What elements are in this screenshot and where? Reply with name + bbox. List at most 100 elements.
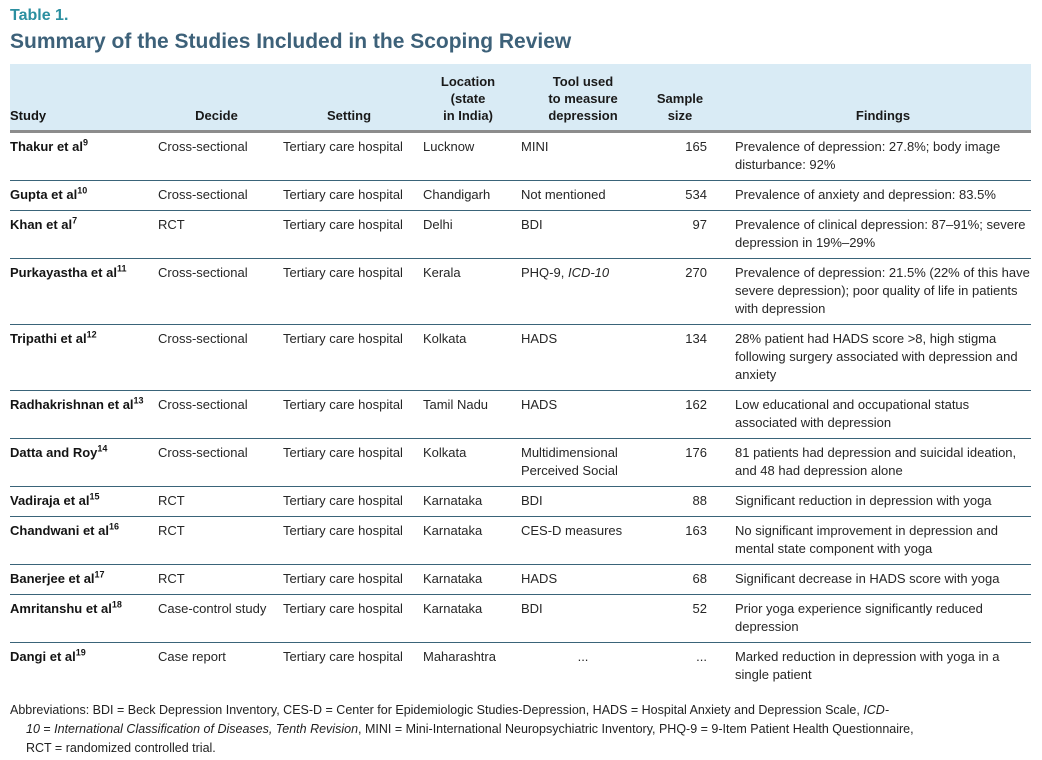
cell-location: Karnataka [423,601,483,616]
column-header-setting: Setting [326,108,372,123]
table-row: Thakur et al9 Cross-sectional Tertiary car… [10,133,1031,180]
cell-findings: Prevalence of anxiety and depression: 83… [735,187,996,202]
cell-decide: Cross-sectional [158,445,248,460]
cell-decide: RCT [158,493,185,508]
cell-tool: BDI [521,493,543,508]
cell-tool: HADS [521,397,558,412]
cell-study: Khan et al7 [10,215,78,232]
cell-location: Karnataka [423,493,483,508]
cell-tool: BDI [521,601,543,616]
cell-decide: Cross-sectional [158,187,248,202]
cell-sample: 270 [685,265,707,280]
cell-findings: Marked reduction in depression with yoga… [735,649,1000,682]
table-row: Amritanshu et al18 Case-control study Tert… [10,594,1031,642]
cell-findings: Low educational and occupational status … [735,397,970,430]
table-header-row: Study Decide Setting Location (state in India… [10,64,1031,133]
table-row: Khan et al7 RCT Tertiary care hospital Delh… [10,210,1031,258]
cell-study: Datta and Roy14 [10,443,108,460]
cell-study: Purkayastha et al11 [10,263,127,280]
cell-setting: Tertiary care hospital [283,571,403,586]
table-row: Chandwani et al16 RCT Tertiary care hospit… [10,516,1031,564]
cell-tool: HADS [521,331,558,346]
cell-decide: RCT [158,571,185,586]
cell-setting: Tertiary care hospital [283,445,403,460]
table-title: Summary of the Studies Included in the S… [10,30,572,53]
table-row: Vadiraja et al15 RCT Tertiary care hospita… [10,486,1031,516]
footnote-line: RCT = randomized controlled trial. [26,741,216,755]
table-row: Gupta et al10 Cross-sectional Tertiary car… [10,180,1031,210]
studies-summary-table: Study Decide Setting Location (state in India… [10,64,1031,690]
cell-findings: Prevalence of clinical depression: 87–91… [735,217,1026,250]
cell-tool: MINI [521,139,549,154]
footnote-line: 10 = International Classification of Dis… [26,722,914,736]
column-header-location: Location (state in India) [440,74,496,123]
column-header-study: Study [10,108,47,123]
column-header-findings: Findings [855,108,911,123]
cell-setting: Tertiary care hospital [283,397,403,412]
cell-setting: Tertiary care hospital [283,139,403,154]
cell-location: Kerala [423,265,461,280]
table-row: Banerjee et al17 RCT Tertiary care hospita… [10,564,1031,594]
column-header-decide: Decide [195,108,238,123]
cell-findings: No significant improvement in depression… [735,523,999,556]
table-body: Thakur et al9 Cross-sectional Tertiary car… [10,133,1031,690]
cell-findings: Prevalence of depression: 27.8%; body im… [735,139,1001,172]
cell-decide: Cross-sectional [158,397,248,412]
cell-sample: 163 [685,523,707,538]
table-row: Dangi et al19 Case report Tertiary care ho… [10,642,1031,690]
cell-location: Lucknow [423,139,475,154]
cell-location: Chandigarh [423,187,491,202]
cell-setting: Tertiary care hospital [283,265,403,280]
cell-tool: HADS [521,571,558,586]
cell-findings: 28% patient had HADS score >8, high stig… [735,331,1018,382]
cell-study: Chandwani et al16 [10,521,119,538]
cell-decide: Case report [158,649,226,664]
table-row: Purkayastha et al11 Cross-sectional Tertia… [10,258,1031,324]
footnote: Abbreviations: BDI = Beck Depression Inv… [10,701,1031,758]
cell-setting: Tertiary care hospital [283,523,403,538]
cell-location: Delhi [423,217,453,232]
cell-sample: 52 [692,601,707,616]
cell-setting: Tertiary care hospital [283,217,403,232]
cell-decide: Case-control study [158,601,267,616]
cell-decide: Cross-sectional [158,265,248,280]
cell-findings: Significant decrease in HADS score with … [735,571,1000,586]
footnote-line: Abbreviations: BDI = Beck Depression Inv… [10,703,889,717]
cell-sample: 176 [685,445,707,460]
cell-setting: Tertiary care hospital [283,331,403,346]
cell-decide: RCT [158,523,185,538]
table-number-label: Table 1. [10,7,69,24]
cell-sample: 165 [685,139,707,154]
cell-study: Amritanshu et al18 [10,599,122,616]
cell-tool: ... [577,649,589,664]
cell-tool: PHQ-9, ICD-10 [521,265,610,280]
cell-location: Maharashtra [423,649,496,664]
cell-setting: Tertiary care hospital [283,187,403,202]
cell-tool: Not mentioned [521,187,606,202]
cell-findings: Prior yoga experience significantly redu… [735,601,983,634]
cell-setting: Tertiary care hospital [283,649,403,664]
cell-tool: BDI [521,217,543,232]
cell-study: Vadiraja et al15 [10,491,100,508]
cell-sample: 534 [685,187,707,202]
cell-sample: 162 [685,397,707,412]
cell-findings: 81 patients had depression and suicidal … [735,445,1017,478]
cell-decide: Cross-sectional [158,331,248,346]
cell-sample: 134 [685,331,707,346]
cell-location: Kolkata [423,331,467,346]
cell-study: Radhakrishnan et al13 [10,395,144,412]
column-header-tool: Tool used to measure depression [548,74,618,123]
cell-location: Karnataka [423,523,483,538]
cell-tool: Multidimensional Perceived Social [521,445,618,478]
cell-study: Tripathi et al12 [10,329,97,346]
cell-study: Dangi et al19 [10,647,86,664]
cell-study: Banerjee et al17 [10,569,105,586]
table-row: Datta and Roy14 Cross-sectional Tertiary c… [10,438,1031,486]
cell-sample: ... [696,649,707,664]
column-header-sample: Sample size [656,91,704,123]
cell-findings: Prevalence of depression: 21.5% (22% of … [735,265,1030,316]
table-row: Tripathi et al12 Cross-sectional Tertiary … [10,324,1031,390]
cell-sample: 97 [692,217,707,232]
cell-findings: Significant reduction in depression with… [735,493,992,508]
